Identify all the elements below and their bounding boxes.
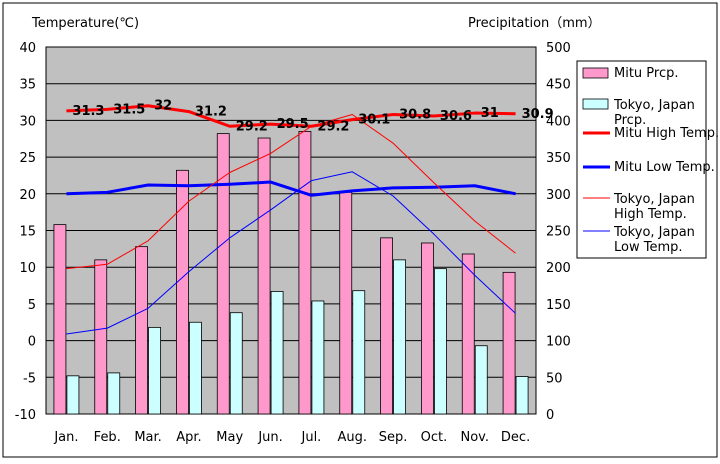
bar-tokyo-prcp [393, 259, 406, 415]
bar-mitu-prcp [298, 131, 312, 415]
legend-tokyo-high-label: Tokyo, Japan [613, 192, 695, 207]
legend-tokyo-prcp-swatch [582, 98, 609, 110]
left-tick-label: 30 [19, 114, 36, 129]
right-tick-label: 500 [546, 41, 571, 56]
left-tick-label: 10 [19, 261, 36, 276]
legend-tokyo-prcp-label: Tokyo, Japan [613, 98, 695, 113]
left-tick-label: 5 [28, 298, 36, 313]
data-label-mitu-high: 31 [481, 106, 499, 121]
data-label-mitu-high: 30.1 [358, 113, 390, 128]
right-axis-title: Precipitation（mm） [468, 16, 601, 31]
bar-tokyo-prcp [311, 300, 325, 415]
right-tick-label: 300 [546, 188, 571, 203]
legend-tokyo-high-label: High Temp. [614, 207, 687, 222]
bar-mitu-prcp [339, 191, 353, 415]
data-label-mitu-high: 29.5 [277, 117, 309, 132]
legend-tokyo-low-label: Low Temp. [614, 240, 683, 255]
left-tick-label: -10 [15, 408, 36, 423]
data-label-mitu-high: 31.2 [195, 105, 227, 120]
legend-mitu-prcp-swatch [582, 67, 609, 79]
bar-mitu-prcp [53, 224, 67, 415]
right-tick-label: 200 [546, 261, 571, 276]
bar-mitu-prcp [176, 169, 189, 415]
x-tick-label: Oct. [421, 430, 448, 445]
legend-mitu-high-label: Mitu High Temp. [614, 126, 719, 141]
bar-tokyo-prcp [474, 345, 488, 415]
line-mitu-low [66, 180, 516, 197]
bar-tokyo-prcp [189, 321, 202, 415]
data-label-mitu-high: 29.2 [236, 119, 268, 134]
left-tick-label: 15 [19, 225, 36, 240]
legend-mitu-low-label: Mitu Low Temp. [614, 160, 715, 175]
right-tick-label: 400 [546, 114, 571, 129]
right-tick-label: 250 [546, 225, 571, 240]
legend-mitu-prcp-label: Mitu Prcp. [614, 66, 679, 81]
bar-tokyo-prcp [229, 312, 243, 415]
data-label-mitu-high: 31.3 [72, 104, 104, 119]
bar-mitu-prcp [94, 259, 108, 415]
legend-tokyo-prcp-label: Prcp. [614, 113, 646, 128]
bar-mitu-prcp [502, 271, 516, 415]
left-tick-label: 0 [28, 335, 36, 350]
x-tick-label: Aug. [337, 430, 367, 445]
legend-box [576, 60, 707, 259]
x-tick-label: Dec. [501, 430, 530, 445]
right-tick-label: 50 [546, 371, 563, 386]
right-tick-label: 100 [546, 335, 571, 350]
line-tokyo-high [66, 114, 516, 270]
x-tick-label: Mar. [134, 430, 161, 445]
legend-tokyo-low-label: Tokyo, Japan [613, 225, 695, 240]
x-tick-label: Feb. [94, 430, 121, 445]
left-tick-label: -5 [23, 371, 36, 386]
line-mitu-high [66, 104, 516, 128]
bars [53, 131, 529, 415]
right-tick-label: 150 [546, 298, 571, 313]
x-tick-label: May [216, 430, 243, 445]
right-tick-label: 450 [546, 78, 571, 93]
x-tick-label: Jun. [257, 430, 282, 445]
lines [66, 104, 516, 335]
left-axis-title: Temperature(℃) [31, 16, 139, 31]
left-tick-label: 40 [19, 41, 36, 56]
x-tick-label: Apr. [176, 430, 201, 445]
bar-mitu-prcp [216, 133, 230, 415]
left-tick-label: 20 [19, 188, 36, 203]
bar-mitu-prcp [461, 253, 475, 415]
x-tick-label: Jul. [301, 430, 322, 445]
bar-tokyo-prcp [107, 372, 121, 415]
data-labels: 31.3 31.5 32 31.2 29.2 29.5 29.2 30.1 30.8 30.6 31… [72, 99, 553, 135]
right-tick-label: 0 [546, 408, 554, 423]
bar-tokyo-prcp [66, 375, 80, 415]
bar-mitu-prcp [257, 137, 271, 415]
left-tick-label: 35 [19, 78, 36, 93]
data-label-mitu-high: 31.5 [113, 102, 145, 117]
bar-tokyo-prcp [148, 326, 161, 415]
axes: 4035302520151050-5-105004504003503002502… [15, 41, 571, 445]
right-tick-label: 350 [546, 151, 571, 166]
x-tick-label: Jan. [53, 430, 78, 445]
gridlines [46, 83, 536, 378]
bar-mitu-prcp [421, 242, 434, 415]
data-label-mitu-high: 29.2 [317, 119, 349, 134]
data-label-mitu-high: 32 [154, 99, 172, 114]
data-label-mitu-high: 30.9 [522, 107, 554, 122]
bar-tokyo-prcp [270, 291, 284, 415]
data-label-mitu-high: 30.6 [440, 109, 472, 124]
x-tick-label: Sep. [379, 430, 408, 445]
bar-mitu-prcp [135, 246, 148, 415]
bar-tokyo-prcp [515, 376, 529, 415]
x-tick-label: Nov. [461, 430, 490, 445]
left-tick-label: 25 [19, 151, 36, 166]
bar-tokyo-prcp [352, 290, 366, 415]
bar-tokyo-prcp [434, 268, 447, 415]
line-tokyo-low [66, 171, 516, 335]
data-label-mitu-high: 30.8 [399, 108, 431, 123]
bar-mitu-prcp [380, 237, 393, 415]
